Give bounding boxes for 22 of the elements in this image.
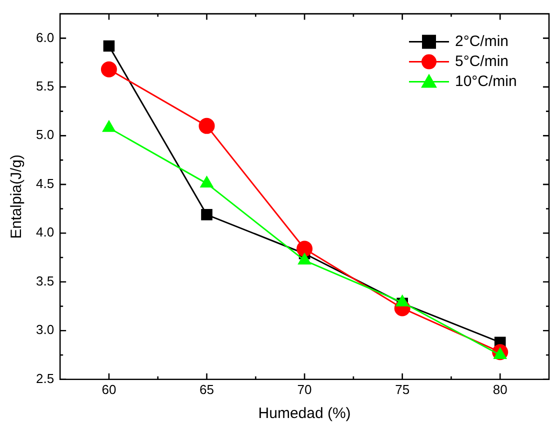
point	[100, 61, 117, 78]
y-tick-label: 3.5	[36, 273, 54, 288]
legend-label: 5°C/min	[455, 52, 509, 70]
legend-label: 2°C/min	[455, 32, 509, 50]
point	[103, 40, 115, 52]
y-tick-label: 5.0	[36, 127, 54, 142]
x-axis-title: Humedad (%)	[258, 405, 351, 422]
x-tick-label: 80	[492, 382, 508, 397]
y-tick-label: 2.5	[36, 370, 54, 386]
x-tick-label: 75	[395, 382, 410, 397]
x-tick-label: 70	[297, 382, 312, 397]
y-tick-label: 6.0	[36, 30, 54, 45]
y-tick-label: 4.0	[36, 224, 54, 240]
x-tick-label: 65	[200, 382, 214, 397]
x-tick-label: 60	[102, 382, 116, 397]
y-tick-label: 5.5	[36, 78, 54, 94]
point	[198, 118, 215, 134]
y-tick-label: 3.0	[36, 322, 54, 338]
y-tick-label: 4.5	[36, 176, 54, 191]
y-axis-title: Entalpia(J/g)	[8, 154, 26, 239]
legend-label: 10°C/min	[455, 72, 517, 90]
point	[201, 208, 212, 220]
